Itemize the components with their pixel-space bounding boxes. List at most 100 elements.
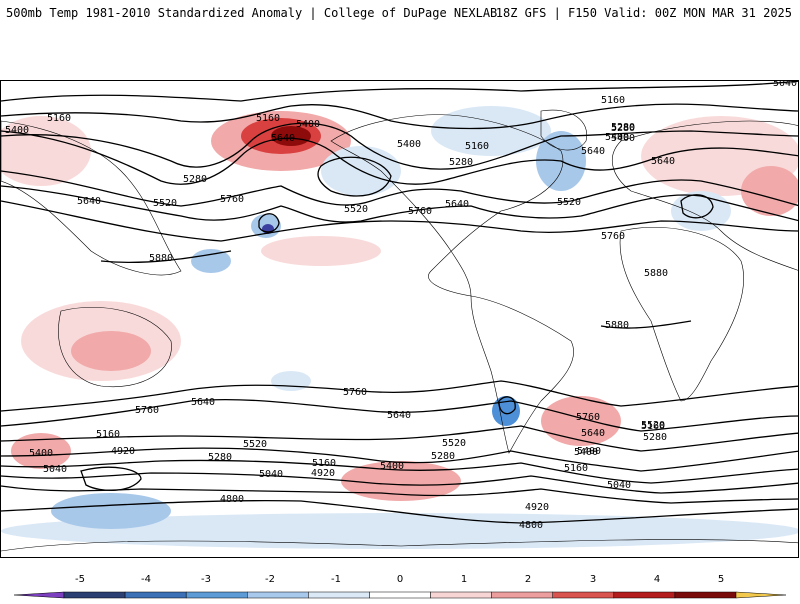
contour-label: 5760 [220, 194, 244, 205]
contour-label: 5400 [605, 132, 629, 143]
contour-5640-south [1, 399, 798, 432]
contour-label: 4920 [525, 502, 549, 513]
colorbar-tick: -4 [141, 574, 151, 585]
colorbar-tick: -5 [75, 574, 85, 585]
colorbar-swatch [430, 591, 492, 599]
contour-labels: 5040 5160 5400 5400 5160 5640 5280 5640 … [5, 81, 797, 531]
colorbar-swatch [674, 591, 737, 599]
colorbar-tick: 2 [524, 574, 532, 585]
australia-outline [58, 306, 172, 388]
cool-anomaly-canada [431, 106, 551, 156]
colorbar-swatch [63, 591, 126, 599]
contour-label: 5160 [641, 421, 665, 432]
contour-5760-mid [1, 200, 798, 242]
contour-label: 5280 [611, 122, 635, 133]
contour-label: 5160 [256, 113, 280, 124]
contour-label: 5280 [431, 451, 455, 462]
contour-label: 5400 [397, 139, 421, 150]
colorbar-swatch [369, 591, 431, 599]
contour-label: 5280 [611, 123, 635, 134]
contour-5760-south [1, 380, 798, 412]
contour-closed-low-npac [317, 156, 392, 197]
contour-label: 5640 [271, 133, 295, 144]
map-title: 500mb Temp 1981-2010 Standardized Anomal… [6, 6, 498, 20]
colorbar-tick: 1 [460, 574, 468, 585]
contour-label: 5280 [643, 432, 667, 443]
asia-west-outline [1, 120, 182, 276]
contour-label: 5040 [773, 81, 797, 89]
colorbar-tick: -2 [265, 574, 275, 585]
warm-anomaly-swest [11, 433, 71, 469]
colorbar-tick: -3 [201, 574, 211, 585]
colorbar-swatch [247, 591, 309, 599]
contour-closed-low-samerica [498, 396, 516, 415]
warm-anomaly-spac [341, 461, 461, 501]
cool-anomaly-south [51, 493, 171, 529]
contour-label: 5280 [183, 174, 207, 185]
contour-label: 5760 [408, 206, 432, 217]
north-america-outline [330, 114, 564, 297]
contour-label: 5520 [641, 420, 665, 431]
anomaly-colorbar [0, 570, 800, 600]
contour-label: 5880 [149, 253, 173, 264]
contour-label: 5400 [5, 125, 29, 136]
map-panel[interactable]: 5040 5160 5400 5400 5160 5640 5280 5640 … [0, 80, 799, 558]
anomaly-shading [1, 106, 798, 549]
contour-label: 5640 [445, 199, 469, 210]
contour-5400-north [1, 130, 798, 185]
contour-5280-south [1, 459, 798, 484]
colorbar-swatch [308, 591, 370, 599]
colorbar-swatches [13, 591, 787, 599]
colorbar-swatch [552, 591, 615, 599]
contour-label: 4920 [311, 468, 335, 479]
contour-label: 5880 [605, 320, 629, 331]
contour-label: 5760 [601, 231, 625, 242]
colorbar-tick: 0 [396, 574, 404, 585]
contour-label: 5640 [77, 196, 101, 207]
contour-5520-mid [1, 170, 798, 207]
contour-5280-north [1, 122, 798, 170]
contour-label: 5160 [96, 429, 120, 440]
contour-label: 5040 [607, 480, 631, 491]
contour-label: 5400 [577, 446, 601, 457]
warm-anomaly-satl [541, 396, 621, 446]
warm-anomaly-eurasia2 [741, 166, 798, 216]
contour-label: 5760 [576, 412, 600, 423]
contour-5880-atl [600, 320, 692, 329]
header-bar: 500mb Temp 1981-2010 Standardized Anomal… [0, 0, 800, 26]
contour-5400-south [1, 447, 798, 472]
height-contours [1, 81, 798, 524]
contour-label: 5520 [442, 438, 466, 449]
contour-label: 5400 [296, 119, 320, 130]
contour-label: 5640 [191, 397, 215, 408]
antarctica-outline [1, 539, 798, 552]
contour-5640-mid [1, 185, 798, 223]
colorbar-tick: 3 [589, 574, 597, 585]
contour-closed-low-europe [680, 194, 714, 219]
colorbar-tick: -1 [331, 574, 341, 585]
colorbar-swatch [185, 591, 248, 599]
contour-5160-north [1, 103, 798, 130]
colorbar-tick: 5 [717, 574, 725, 585]
contour-label: 5160 [312, 458, 336, 469]
colorbar-swatch [735, 591, 787, 599]
warm-anomaly-australia-core [71, 331, 151, 371]
contour-label: 5520 [557, 197, 581, 208]
contour-label: 5040 [43, 464, 67, 475]
contour-label: 5280 [208, 452, 232, 463]
contour-closed-low-hawaii [258, 213, 280, 233]
contour-label: 5400 [380, 461, 404, 472]
contour-label: 5640 [387, 410, 411, 421]
cool-anomaly-europe [671, 191, 731, 231]
contour-label: 5400 [29, 448, 53, 459]
warm-anomaly-npac-peak [271, 126, 311, 146]
contour-label: 5640 [581, 146, 605, 157]
contour-5040-south [1, 485, 798, 504]
contour-label: 5160 [564, 463, 588, 474]
contour-label: 5400 [574, 447, 598, 458]
contour-label: 4800 [220, 494, 244, 505]
warm-anomaly-tropics [261, 236, 381, 266]
contour-label: 5760 [135, 405, 159, 416]
contour-5880-tropics [100, 250, 232, 263]
contour-label: 5520 [153, 198, 177, 209]
